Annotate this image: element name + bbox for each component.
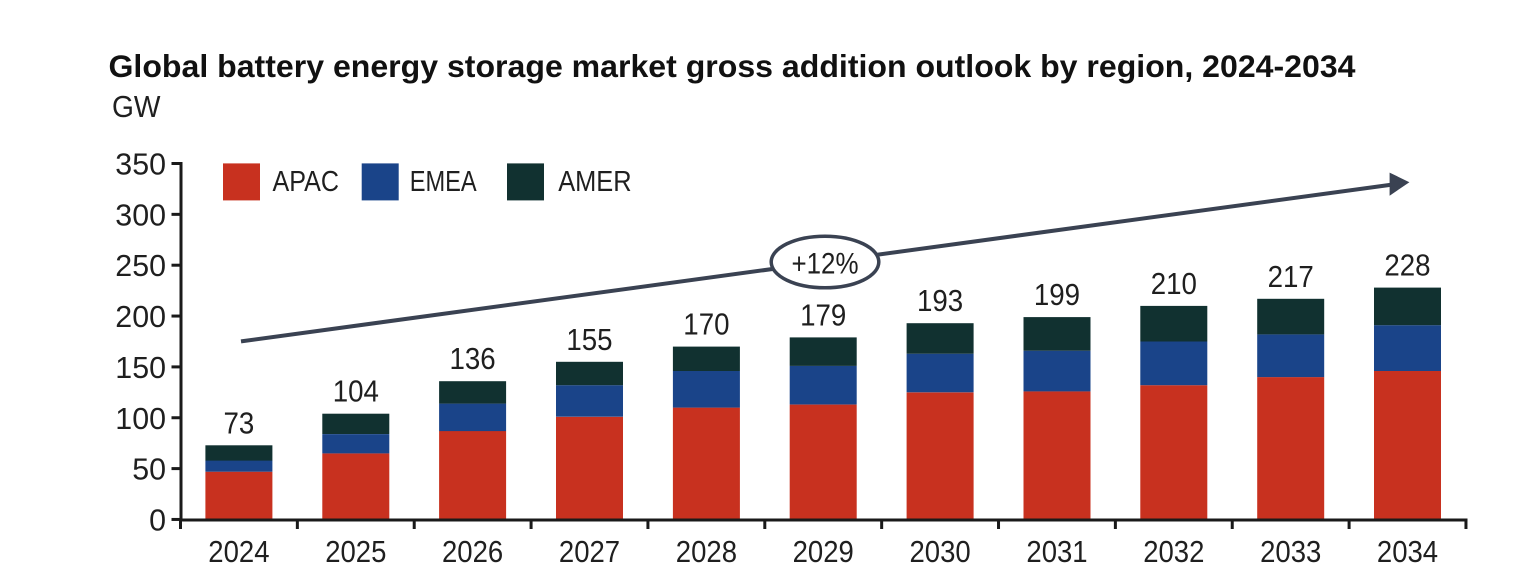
svg-text:2031: 2031 <box>1026 535 1087 569</box>
svg-text:GW: GW <box>112 90 161 124</box>
svg-text:2024: 2024 <box>208 535 269 569</box>
svg-text:104: 104 <box>333 374 379 409</box>
svg-text:193: 193 <box>917 283 963 318</box>
svg-text:150: 150 <box>115 351 166 385</box>
svg-text:0: 0 <box>149 503 166 537</box>
svg-text:2034: 2034 <box>1377 535 1438 569</box>
svg-text:EMEA: EMEA <box>410 166 477 198</box>
svg-text:170: 170 <box>683 307 729 342</box>
svg-text:2030: 2030 <box>910 535 971 569</box>
svg-text:+12%: +12% <box>792 248 859 281</box>
svg-text:217: 217 <box>1268 259 1314 294</box>
svg-text:210: 210 <box>1151 266 1197 301</box>
svg-text:300: 300 <box>115 198 166 232</box>
svg-text:APAC: APAC <box>273 166 340 198</box>
svg-text:155: 155 <box>566 322 612 357</box>
svg-text:2025: 2025 <box>325 535 386 569</box>
svg-text:100: 100 <box>115 402 166 436</box>
svg-text:228: 228 <box>1384 248 1430 283</box>
svg-text:199: 199 <box>1034 277 1080 312</box>
svg-text:2029: 2029 <box>793 535 854 569</box>
svg-text:179: 179 <box>800 297 846 332</box>
svg-text:2033: 2033 <box>1260 535 1321 569</box>
svg-text:350: 350 <box>115 148 166 182</box>
svg-text:2028: 2028 <box>676 535 737 569</box>
svg-text:2032: 2032 <box>1143 535 1204 569</box>
svg-text:250: 250 <box>115 249 166 283</box>
svg-text:50: 50 <box>132 453 166 487</box>
svg-text:73: 73 <box>224 405 255 440</box>
svg-text:136: 136 <box>450 341 496 376</box>
svg-text:2026: 2026 <box>442 535 503 569</box>
svg-text:200: 200 <box>115 300 166 334</box>
svg-text:2027: 2027 <box>559 535 620 569</box>
svg-text:AMER: AMER <box>558 166 631 198</box>
svg-text:Global battery energy storage: Global battery energy storage market gro… <box>109 48 1356 84</box>
